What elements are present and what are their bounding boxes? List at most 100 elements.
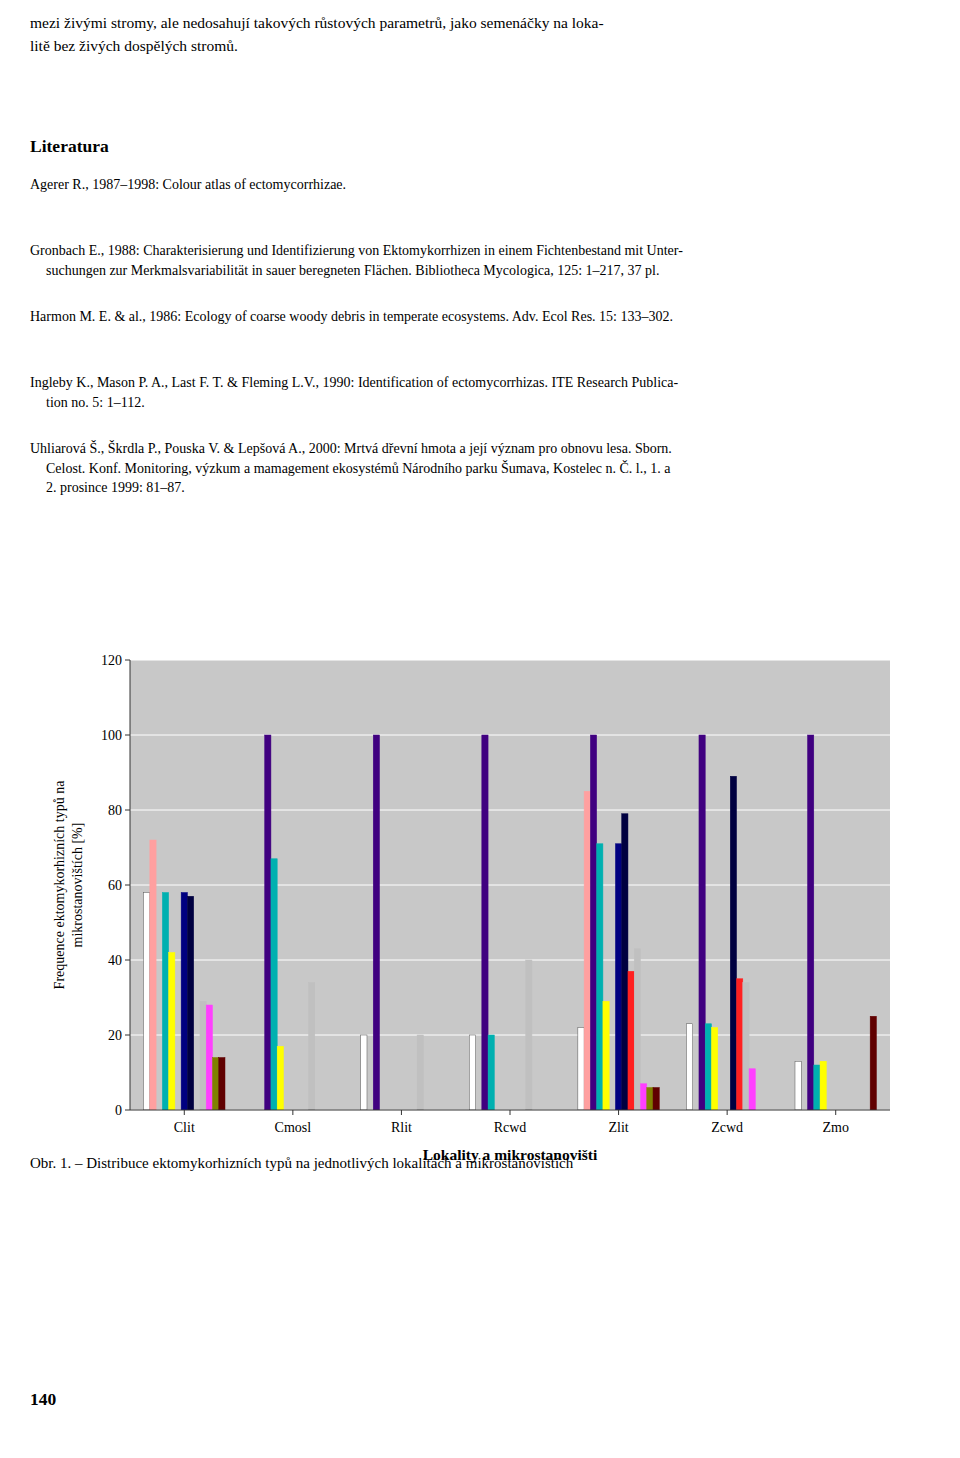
bar <box>219 1058 225 1111</box>
reference-line: Celost. Konf. Monitoring, výzkum a mamag… <box>46 460 671 476</box>
page-number: 140 <box>30 1389 57 1409</box>
y-tick <box>125 1035 130 1036</box>
bar <box>469 1035 475 1110</box>
grid-line <box>130 660 890 661</box>
grid-line <box>130 735 890 736</box>
y-tick-label: 100 <box>101 728 122 743</box>
bar <box>271 859 277 1110</box>
bar <box>187 896 193 1110</box>
bar <box>743 983 749 1111</box>
grid-line <box>130 810 890 811</box>
bar <box>578 1028 584 1111</box>
x-tick <box>184 1110 185 1115</box>
reference-line: suchungen zur Merkmalsvariabilität in sa… <box>46 263 660 278</box>
y-tick <box>125 810 130 811</box>
bars <box>144 735 877 1110</box>
reference-line: 2. prosince 1999: 81–87. <box>46 480 185 495</box>
bar <box>361 1035 367 1110</box>
bar <box>808 735 814 1110</box>
y-axis-label-line: Frequence ektomykorhizních typů na <box>52 780 67 990</box>
bar <box>749 1069 755 1110</box>
bar <box>634 949 640 1110</box>
literatura-title: Literatura <box>30 136 109 156</box>
bar <box>488 1035 494 1110</box>
x-tick-label: Zlit <box>608 1120 628 1135</box>
reference: Agerer R., 1987–1998: Colour atlas of ec… <box>30 177 346 192</box>
bar <box>482 735 488 1110</box>
header-text: mezi živými stromy, ale nedosahují takov… <box>30 14 604 53</box>
bar <box>870 1016 876 1110</box>
reference-line: Uhliarová Š., Škrdla P., Pouska V. & Lep… <box>30 440 672 456</box>
y-tick-label: 40 <box>108 953 122 968</box>
bar <box>169 953 175 1111</box>
bar <box>309 983 315 1111</box>
y-tick-label: 120 <box>101 653 122 668</box>
x-tick <box>835 1110 836 1115</box>
grid-line <box>130 1035 890 1036</box>
bar <box>200 1001 206 1110</box>
bar <box>730 776 736 1110</box>
reference-line: Agerer R., 1987–1998: Colour atlas of ec… <box>30 177 346 192</box>
literatura-title-line: Literatura <box>30 136 109 156</box>
x-tick <box>727 1110 728 1115</box>
bar <box>590 735 596 1110</box>
bar <box>373 735 379 1110</box>
header-text-line: litě bez živých dospělých stromů. <box>30 37 238 54</box>
bar <box>699 735 705 1110</box>
reference: Harmon M. E. & al., 1986: Ecology of coa… <box>30 309 673 324</box>
reference: Uhliarová Š., Škrdla P., Pouska V. & Lep… <box>30 440 672 495</box>
bar <box>265 735 271 1110</box>
bar <box>795 1061 801 1110</box>
y-tick <box>125 1110 130 1111</box>
bar <box>653 1088 659 1111</box>
bar <box>181 893 187 1111</box>
y-tick-label: 80 <box>108 803 122 818</box>
bar <box>417 1035 423 1110</box>
x-tick <box>292 1110 293 1115</box>
y-tick-label: 60 <box>108 878 122 893</box>
header-text-line: mezi živými stromy, ale nedosahují takov… <box>30 14 604 31</box>
bar <box>737 979 743 1110</box>
reference-line: tion no. 5: 1–112. <box>46 395 145 410</box>
x-tick <box>401 1110 402 1115</box>
y-tick-label: 0 <box>115 1103 122 1118</box>
caption: Obr. 1. – Distribuce ektomykorhizních ty… <box>30 1155 574 1171</box>
bar <box>144 893 150 1111</box>
bar <box>622 814 628 1110</box>
reference: Ingleby K., Mason P. A., Last F. T. & Fl… <box>30 375 679 410</box>
bar <box>277 1046 283 1110</box>
reference-line: Gronbach E., 1988: Charakterisierung und… <box>30 243 683 258</box>
bar <box>814 1065 820 1110</box>
bar <box>628 971 634 1110</box>
y-axis-line <box>130 660 131 1110</box>
bar <box>640 1084 646 1110</box>
page: mezi živými stromy, ale nedosahují takov… <box>0 0 960 1458</box>
bar <box>206 1005 212 1110</box>
plot-background <box>130 660 890 1110</box>
caption-line: Obr. 1. – Distribuce ektomykorhizních ty… <box>30 1155 574 1171</box>
page-number-line: 140 <box>30 1389 57 1409</box>
bar <box>212 1058 218 1111</box>
y-tick <box>125 960 130 961</box>
bar <box>162 893 168 1111</box>
y-tick <box>125 735 130 736</box>
reference-line: Ingleby K., Mason P. A., Last F. T. & Fl… <box>30 375 679 390</box>
x-tick-label: Rlit <box>391 1120 412 1135</box>
x-tick <box>510 1110 511 1115</box>
bar <box>647 1088 653 1111</box>
bar <box>615 844 621 1110</box>
y-tick <box>125 660 130 661</box>
page-background <box>0 0 960 1458</box>
grid-line <box>130 960 890 961</box>
bar <box>686 1024 692 1110</box>
bar <box>705 1024 711 1110</box>
x-tick <box>618 1110 619 1115</box>
reference: Gronbach E., 1988: Charakterisierung und… <box>30 243 683 278</box>
x-tick-label: Rcwd <box>494 1120 527 1135</box>
bar <box>526 960 532 1110</box>
y-tick-label: 20 <box>108 1028 122 1043</box>
bar <box>597 844 603 1110</box>
bar <box>820 1061 826 1110</box>
x-tick-label: Zmo <box>822 1120 848 1135</box>
y-axis-label-line: mikrostanovištích [%] <box>70 823 85 948</box>
